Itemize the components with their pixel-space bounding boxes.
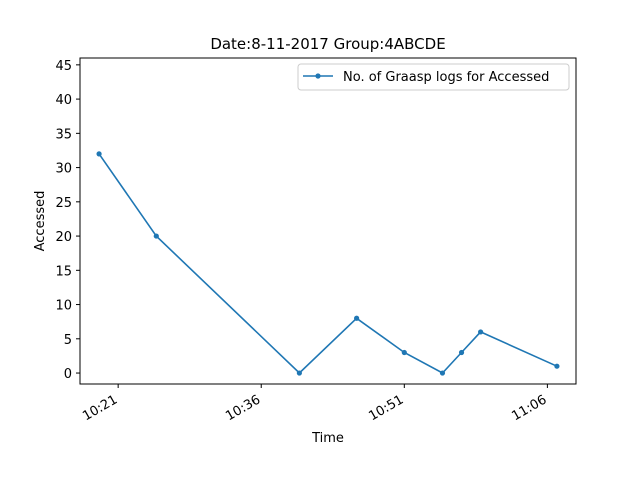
- x-tick-label: 10:21: [80, 392, 120, 424]
- data-point: [554, 363, 560, 369]
- plot-area: [79, 57, 577, 385]
- series-layer: [96, 151, 560, 376]
- y-axis: 0 5 10 15 20 25 30 35 40 45: [55, 59, 80, 382]
- legend-marker: [315, 73, 321, 79]
- y-tick-label: 0: [64, 367, 72, 382]
- plot-frame: [79, 57, 577, 385]
- y-tick-label: 25: [55, 196, 72, 211]
- legend-box: [297, 63, 570, 91]
- data-point: [458, 349, 465, 356]
- data-point: [296, 370, 302, 376]
- y-tick-label: 10: [55, 299, 72, 314]
- y-tick-label: 5: [64, 333, 72, 348]
- y-tick-label: 45: [55, 59, 72, 74]
- chart-title: Date:8-11-2017 Group:4ABCDE: [210, 35, 445, 53]
- y-axis-title: Accessed: [33, 191, 48, 252]
- legend: No. of Graasp logs for Accessed: [297, 63, 570, 91]
- y-tick-label: 15: [55, 264, 72, 279]
- x-tick-label: 10:51: [366, 392, 406, 424]
- data-point: [401, 349, 407, 356]
- y-tick-label: 20: [55, 230, 72, 245]
- x-axis: 10:21 10:36 10:51 11:06: [80, 384, 549, 424]
- data-point: [354, 315, 360, 321]
- y-tick-label: 40: [55, 93, 72, 108]
- y-tick-label: 30: [55, 162, 72, 177]
- y-tick-label: 35: [55, 127, 72, 142]
- legend-label: No. of Graasp logs for Accessed: [343, 70, 549, 85]
- x-tick-label: 11:06: [509, 392, 549, 424]
- data-point: [153, 233, 159, 239]
- x-tick-label: 10:36: [223, 392, 263, 424]
- data-point: [439, 370, 446, 376]
- data-point: [96, 151, 102, 157]
- x-axis-title: Time: [311, 431, 344, 446]
- data-point: [478, 329, 484, 335]
- series-line: [98, 153, 558, 375]
